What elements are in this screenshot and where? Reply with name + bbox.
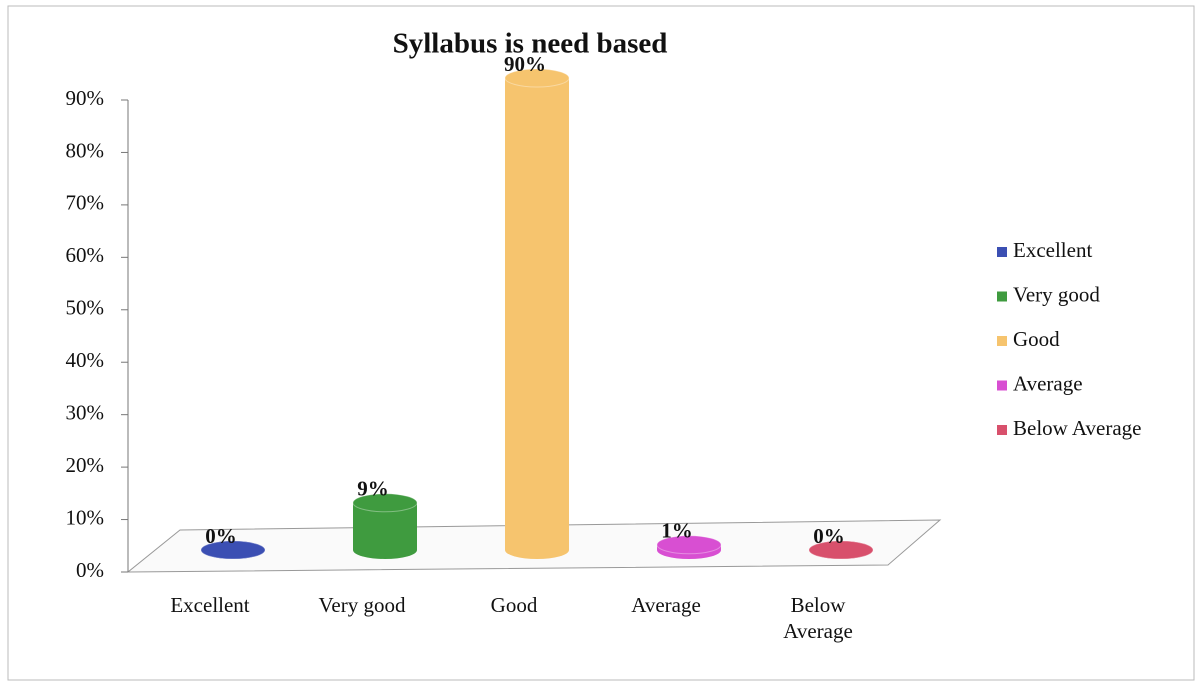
y-tick-label: 50% <box>66 296 105 320</box>
x-tick-label: Below Average <box>783 593 853 643</box>
chart-border <box>7 5 1195 681</box>
y-tick-label: 90% <box>66 86 105 110</box>
data-label: 1% <box>661 519 693 543</box>
bar-body <box>505 78 569 550</box>
bar <box>808 540 874 560</box>
bar <box>504 68 570 559</box>
y-tick-label: 30% <box>66 400 105 424</box>
y-tick-label: 80% <box>66 138 105 162</box>
bar-top <box>808 540 874 560</box>
bar-top <box>656 535 722 555</box>
legend-swatch <box>997 291 1007 302</box>
y-tick-label: 10% <box>66 505 105 529</box>
bar <box>352 493 418 559</box>
y-tick-label: 40% <box>66 348 105 372</box>
legend-label: Excellent <box>1013 238 1092 262</box>
data-label: 9% <box>357 477 389 501</box>
x-tick-label: Good <box>490 593 538 617</box>
legend-label: Good <box>1013 327 1060 351</box>
bar-top <box>504 68 570 88</box>
legend-label: Average <box>1013 371 1083 395</box>
bar-top <box>200 540 266 560</box>
legend-label: Very good <box>1013 282 1100 306</box>
y-tick-label: 20% <box>66 453 105 477</box>
legend-swatch <box>997 247 1007 257</box>
legend-swatch <box>997 425 1007 435</box>
legend-swatch <box>997 336 1007 346</box>
data-label: 90% <box>504 52 546 76</box>
data-label: 0% <box>205 524 237 548</box>
y-tick-label: 60% <box>66 243 105 267</box>
bar-top <box>352 493 418 513</box>
bar <box>200 540 266 560</box>
y-tick-label: 70% <box>66 191 105 215</box>
chart-title: Syllabus is need based <box>393 28 668 60</box>
legend-swatch <box>997 380 1007 391</box>
bar <box>656 535 722 559</box>
x-tick-label: Excellent <box>170 593 250 617</box>
legend-label: Below Average <box>1013 416 1141 440</box>
y-tick-label: 0% <box>76 558 104 582</box>
x-tick-label: Very good <box>318 593 406 617</box>
data-label: 0% <box>813 524 845 548</box>
x-tick-label: Average <box>631 593 701 617</box>
